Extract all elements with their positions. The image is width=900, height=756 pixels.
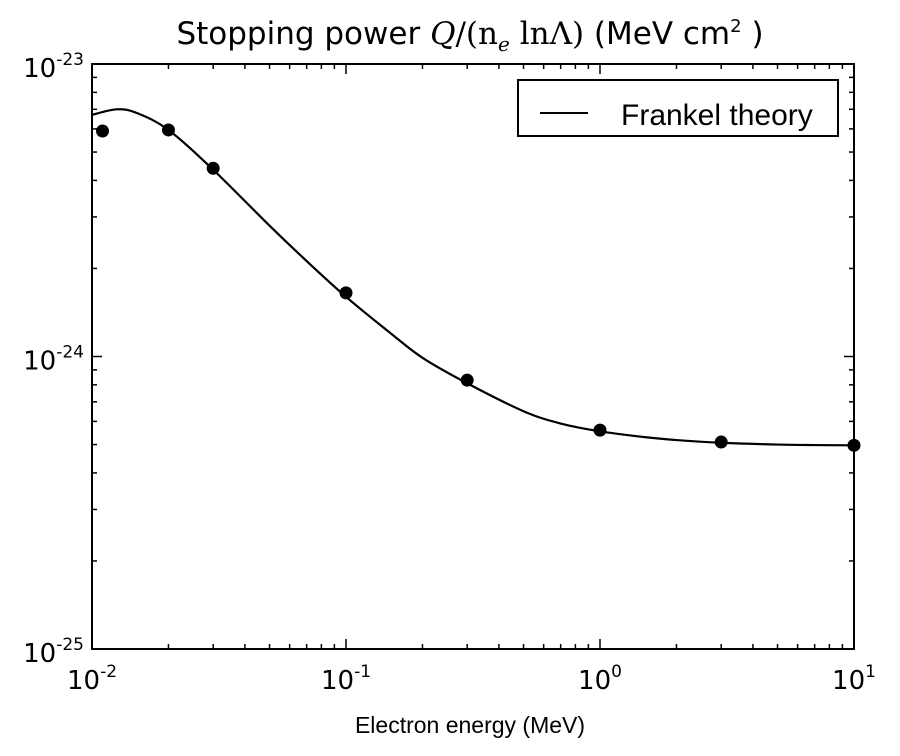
x-tick-labels: 10-2 10-1 100 101 xyxy=(67,662,876,696)
y-tick-label: 10-24 xyxy=(23,343,84,377)
y-tick-label: 10-23 xyxy=(23,50,84,84)
data-point xyxy=(96,124,110,138)
data-point xyxy=(339,286,353,300)
plot-frame xyxy=(91,63,855,650)
y-tick-labels: 10-25 10-24 10-23 xyxy=(23,50,84,669)
data-point xyxy=(460,373,474,387)
title-math-ln: ln xyxy=(510,16,550,52)
data-point xyxy=(847,438,861,452)
title-units-open: (MeV cm xyxy=(584,16,730,52)
ticks-layer xyxy=(91,63,855,650)
title-math-mid: /(n xyxy=(455,16,498,52)
data-point xyxy=(206,161,220,175)
x-axis-label: Electron energy (MeV) xyxy=(355,712,585,738)
data-point xyxy=(161,123,175,137)
data-point xyxy=(714,435,728,449)
y-tick-label: 10-25 xyxy=(23,635,84,669)
x-tick-label: 101 xyxy=(832,662,876,696)
title-math-end: Λ) xyxy=(549,16,584,52)
x-tick-label: 100 xyxy=(578,662,622,696)
x-tick-label: 10-2 xyxy=(67,662,117,696)
chart-title: Stopping power Q/(ne lnΛ) (MeV cm2 ) xyxy=(176,16,763,56)
data-point xyxy=(593,423,607,437)
title-units-close: ) xyxy=(742,16,764,52)
legend-box xyxy=(517,79,839,137)
title-prefix: Stopping power xyxy=(176,16,430,52)
title-units-sup: 2 xyxy=(730,16,741,37)
title-math-sub: e xyxy=(498,32,510,56)
legend: Frankel theory xyxy=(517,79,839,137)
marker-layer xyxy=(96,123,861,452)
legend-label: Frankel theory xyxy=(621,99,813,132)
x-tick-label: 10-1 xyxy=(321,662,371,696)
title-math-q: Q xyxy=(430,16,455,52)
series-layer xyxy=(92,108,854,447)
frankel-theory-line xyxy=(92,108,854,447)
